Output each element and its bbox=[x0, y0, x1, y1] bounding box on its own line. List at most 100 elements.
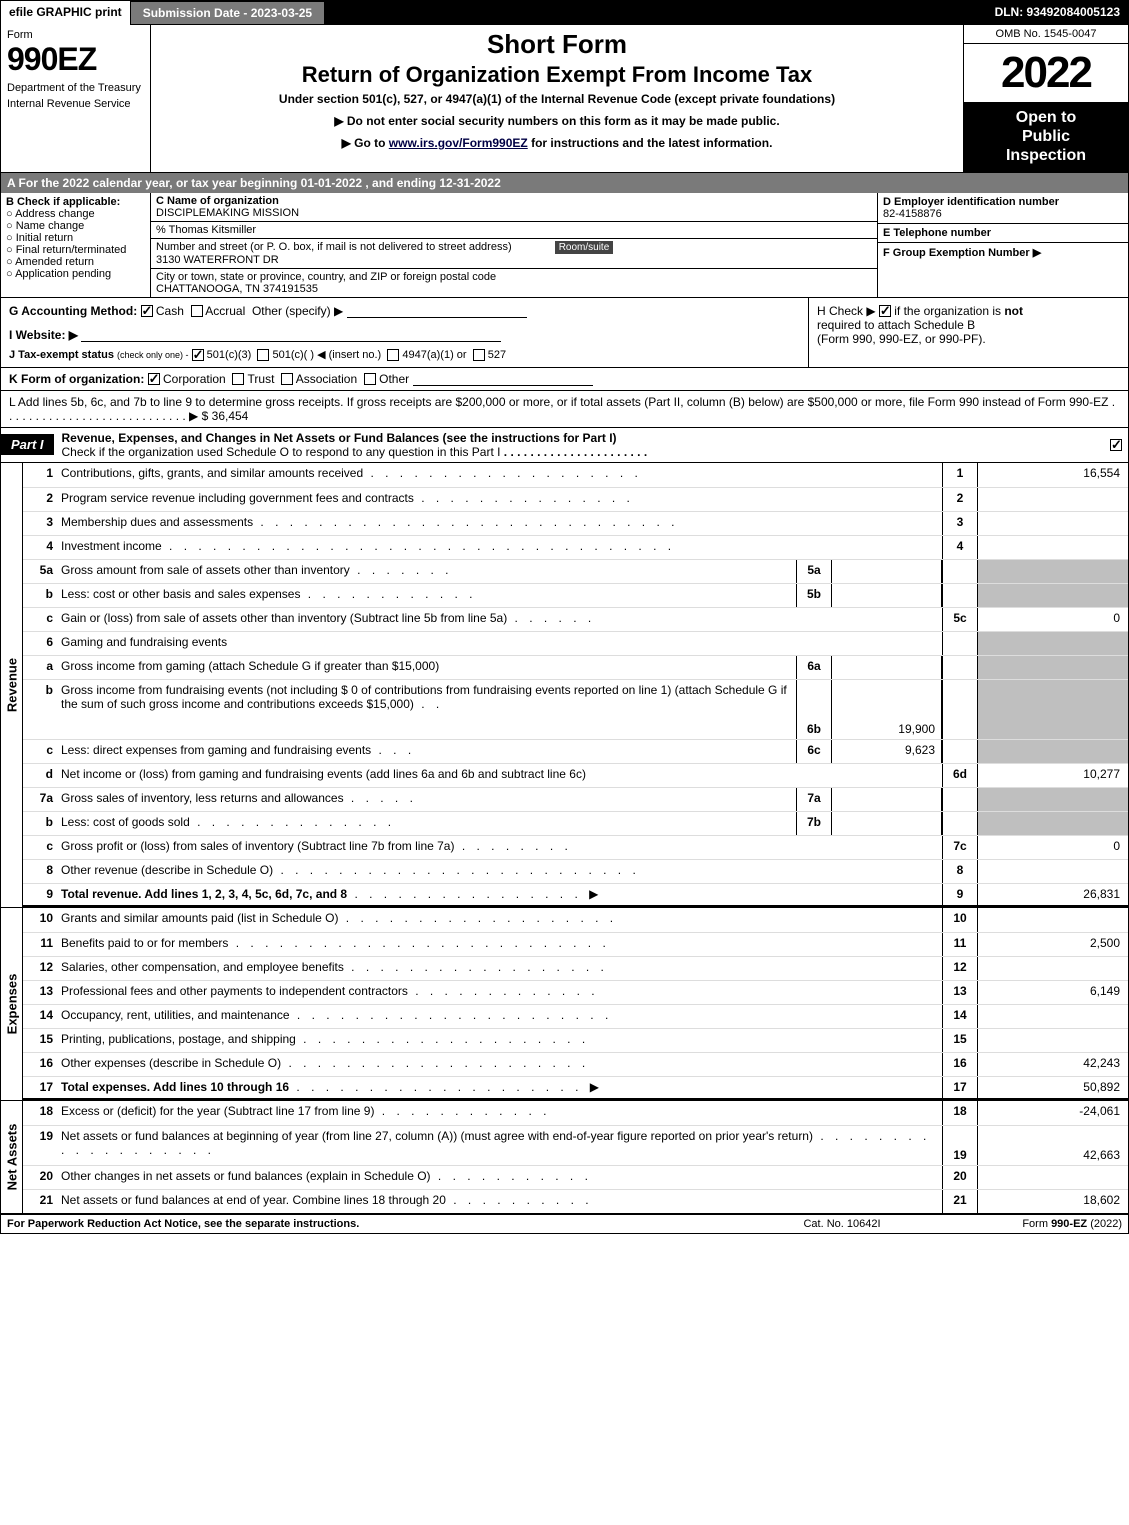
line-7c: cGross profit or (loss) from sales of in… bbox=[23, 835, 1128, 859]
instr-goto-post: for instructions and the latest informat… bbox=[528, 136, 773, 150]
irs-link[interactable]: www.irs.gov/Form990EZ bbox=[389, 136, 528, 150]
rv7c: 0 bbox=[978, 836, 1128, 859]
expenses-grid: Expenses 10Grants and similar amounts pa… bbox=[1, 908, 1128, 1101]
rv21: 18,602 bbox=[978, 1190, 1128, 1213]
care-of-cell: % Thomas Kitsmiller bbox=[151, 222, 877, 239]
chk-501c[interactable] bbox=[257, 349, 269, 361]
d-cell: D Employer identification number 82-4158… bbox=[878, 193, 1128, 224]
revenue-body: 1Contributions, gifts, grants, and simil… bbox=[23, 463, 1128, 907]
header-mid: Short Form Return of Organization Exempt… bbox=[151, 25, 963, 172]
k-other-line[interactable] bbox=[413, 372, 593, 386]
website-line[interactable] bbox=[81, 328, 501, 342]
line-6d: dNet income or (loss) from gaming and fu… bbox=[23, 763, 1128, 787]
chk-4947[interactable] bbox=[387, 349, 399, 361]
line-15: 15Printing, publications, postage, and s… bbox=[23, 1028, 1128, 1052]
n11: 11 bbox=[23, 933, 57, 956]
i-label: I Website: ▶ bbox=[9, 328, 78, 342]
city-cell: City or town, state or province, country… bbox=[151, 269, 877, 297]
open-to-public: Open to Public Inspection bbox=[964, 102, 1128, 172]
mn7b: 7b bbox=[796, 812, 832, 835]
form-number: 990EZ bbox=[7, 41, 144, 78]
mv6b: 19,900 bbox=[832, 680, 942, 739]
chk-final-return[interactable]: Final return/terminated bbox=[6, 244, 145, 256]
rv2 bbox=[978, 488, 1128, 511]
footer-r-post: (2022) bbox=[1087, 1218, 1122, 1230]
n3: 3 bbox=[23, 512, 57, 535]
rv16: 42,243 bbox=[978, 1053, 1128, 1076]
n14: 14 bbox=[23, 1005, 57, 1028]
n8: 8 bbox=[23, 860, 57, 883]
l-text: L Add lines 5b, 6c, and 7b to line 9 to … bbox=[9, 395, 1108, 409]
revenue-tab-label: Revenue bbox=[4, 658, 19, 712]
d14: Occupancy, rent, utilities, and maintena… bbox=[57, 1005, 942, 1028]
d-label: D Employer identification number bbox=[883, 196, 1059, 208]
n5c: c bbox=[23, 608, 57, 631]
chk-amended[interactable]: Amended return bbox=[6, 256, 145, 268]
rv10 bbox=[978, 908, 1128, 932]
chk-h[interactable] bbox=[879, 305, 891, 317]
d5b: Less: cost or other basis and sales expe… bbox=[57, 584, 796, 607]
h-text2: if the organization is bbox=[894, 304, 1004, 318]
rn9: 9 bbox=[942, 884, 978, 905]
n20: 20 bbox=[23, 1166, 57, 1189]
col-b: B Check if applicable: Address change Na… bbox=[1, 193, 151, 297]
chk-corp[interactable] bbox=[148, 373, 160, 385]
d11: Benefits paid to or for members . . . . … bbox=[57, 933, 942, 956]
netassets-tab-label: Net Assets bbox=[4, 1123, 19, 1190]
instr-goto-pre: ▶ Go to bbox=[342, 136, 389, 150]
street-value: 3130 WATERFRONT DR bbox=[156, 254, 279, 266]
part-i-checkbox[interactable] bbox=[1110, 439, 1122, 451]
rv3 bbox=[978, 512, 1128, 535]
chk-other-org[interactable] bbox=[364, 373, 376, 385]
d7c: Gross profit or (loss) from sales of inv… bbox=[57, 836, 942, 859]
line-6b: bGross income from fundraising events (n… bbox=[23, 679, 1128, 739]
other-specify-line[interactable] bbox=[347, 304, 527, 318]
n13: 13 bbox=[23, 981, 57, 1004]
k-line: K Form of organization: Corporation Trus… bbox=[1, 368, 1128, 391]
mn5b: 5b bbox=[796, 584, 832, 607]
f-label: F Group Exemption Number ▶ bbox=[883, 247, 1041, 259]
n2: 2 bbox=[23, 488, 57, 511]
open2: Public bbox=[968, 127, 1124, 146]
chk-527[interactable] bbox=[473, 349, 485, 361]
d6b: Gross income from fundraising events (no… bbox=[57, 680, 796, 739]
d5a: Gross amount from sale of assets other t… bbox=[57, 560, 796, 583]
d6a: Gross income from gaming (attach Schedul… bbox=[57, 656, 796, 679]
rn7c: 7c bbox=[942, 836, 978, 859]
mv5a bbox=[832, 560, 942, 583]
line-18: 18Excess or (deficit) for the year (Subt… bbox=[23, 1101, 1128, 1125]
n7c: c bbox=[23, 836, 57, 859]
d5c: Gain or (loss) from sale of assets other… bbox=[57, 608, 942, 631]
n19: 19 bbox=[23, 1126, 57, 1165]
form-990ez: efile GRAPHIC print Submission Date - 20… bbox=[0, 0, 1129, 1234]
n17: 17 bbox=[23, 1077, 57, 1098]
rv7b bbox=[978, 812, 1128, 835]
line-2: 2Program service revenue including gover… bbox=[23, 487, 1128, 511]
g-and-i-j: G Accounting Method: Cash Accrual Other … bbox=[1, 298, 808, 367]
instr-goto: ▶ Go to www.irs.gov/Form990EZ for instru… bbox=[159, 136, 955, 150]
chk-assoc[interactable] bbox=[281, 373, 293, 385]
l-value: 36,454 bbox=[212, 409, 249, 423]
org-name-cell: C Name of organization DISCIPLEMAKING MI… bbox=[151, 193, 877, 222]
chk-name-change[interactable]: Name change bbox=[6, 220, 145, 232]
line-16: 16Other expenses (describe in Schedule O… bbox=[23, 1052, 1128, 1076]
n6b: b bbox=[23, 680, 57, 739]
n12: 12 bbox=[23, 957, 57, 980]
chk-501c3[interactable] bbox=[192, 349, 204, 361]
rv12 bbox=[978, 957, 1128, 980]
line-9: 9Total revenue. Add lines 1, 2, 3, 4, 5c… bbox=[23, 883, 1128, 907]
efile-print-label[interactable]: efile GRAPHIC print bbox=[1, 1, 130, 25]
d7a: Gross sales of inventory, less returns a… bbox=[57, 788, 796, 811]
chk-initial-return[interactable]: Initial return bbox=[6, 232, 145, 244]
chk-trust[interactable] bbox=[232, 373, 244, 385]
chk-app-pending[interactable]: Application pending bbox=[6, 268, 145, 280]
chk-cash[interactable] bbox=[141, 305, 153, 317]
n5b: b bbox=[23, 584, 57, 607]
chk-address-change[interactable]: Address change bbox=[6, 208, 145, 220]
d6c: Less: direct expenses from gaming and fu… bbox=[57, 740, 796, 763]
line-20: 20Other changes in net assets or fund ba… bbox=[23, 1165, 1128, 1189]
rn18: 18 bbox=[942, 1101, 978, 1125]
k-label: K Form of organization: bbox=[9, 372, 144, 386]
k-assoc: Association bbox=[296, 372, 357, 386]
chk-accrual[interactable] bbox=[191, 305, 203, 317]
